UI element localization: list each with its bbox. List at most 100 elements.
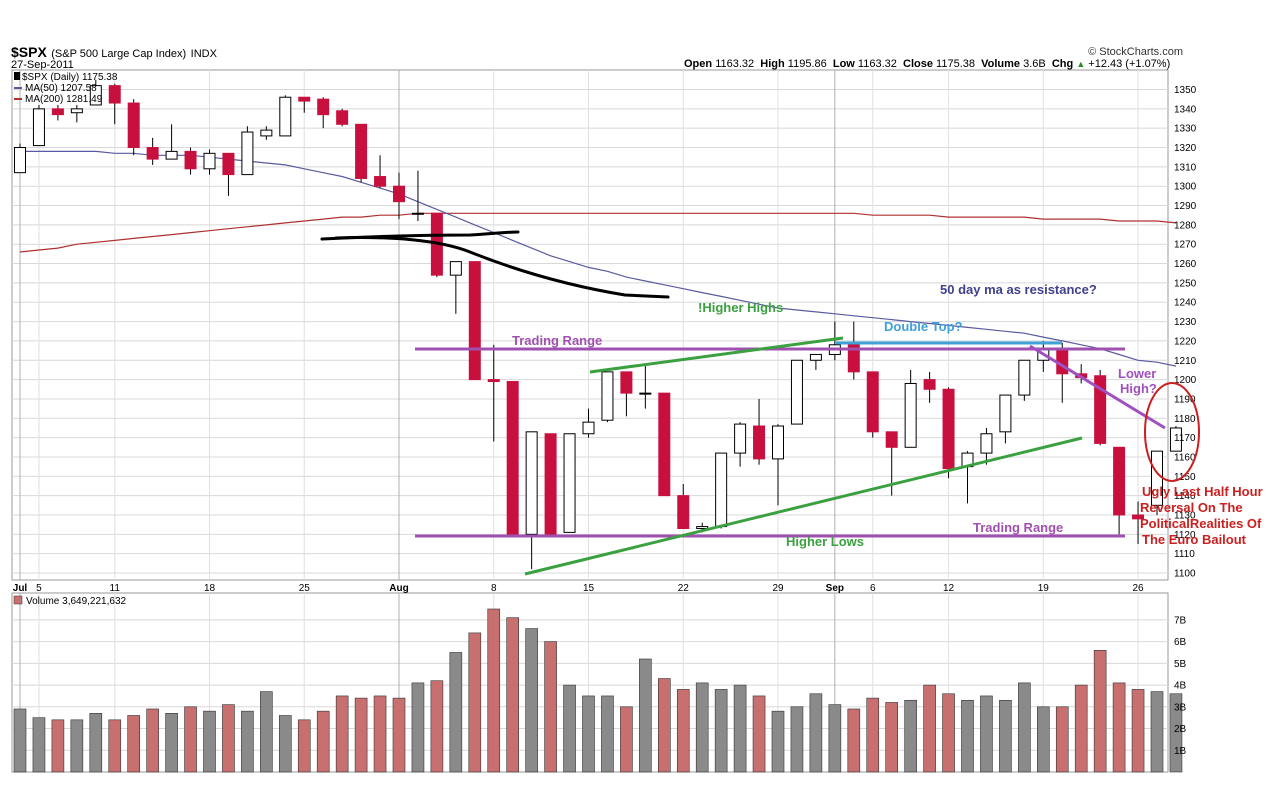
candle bbox=[506, 381, 519, 537]
candle bbox=[942, 387, 955, 479]
note-line: The Euro Bailout bbox=[1142, 532, 1247, 547]
candle-body bbox=[184, 150, 197, 170]
grid bbox=[11, 69, 1169, 773]
candle bbox=[904, 369, 917, 448]
volume-bar bbox=[657, 678, 671, 773]
candle bbox=[298, 96, 311, 113]
volume-bar bbox=[544, 641, 557, 773]
volume-bar bbox=[828, 704, 842, 773]
y-tick-label: 1200 bbox=[1174, 375, 1197, 386]
candle bbox=[108, 83, 121, 125]
candle-body bbox=[1094, 375, 1107, 444]
candle bbox=[1113, 446, 1126, 535]
close-label: Close bbox=[903, 58, 933, 70]
candle bbox=[279, 95, 292, 137]
volume-value: 3.6B bbox=[1023, 58, 1046, 70]
candle-body bbox=[658, 392, 671, 497]
candle bbox=[184, 147, 197, 175]
candle-body bbox=[809, 353, 822, 361]
candle bbox=[790, 359, 803, 425]
volume-bar bbox=[847, 708, 861, 773]
chg-up-icon: ▲ bbox=[1076, 59, 1086, 69]
candle bbox=[127, 99, 140, 156]
candle bbox=[658, 392, 671, 497]
index-name: (S&P 500 Large Cap Index) bbox=[51, 48, 187, 60]
candle bbox=[411, 170, 424, 222]
candle-body bbox=[544, 433, 557, 535]
brand-logo: © StockCharts.com bbox=[1088, 46, 1183, 58]
y-tick-label: 1150 bbox=[1174, 472, 1196, 483]
x-tick-label: 12 bbox=[943, 583, 955, 594]
volume-bar bbox=[411, 682, 425, 773]
candle-body bbox=[355, 123, 368, 179]
candle-body bbox=[904, 382, 917, 448]
open-value: 1163.32 bbox=[715, 58, 755, 70]
volume-bar bbox=[146, 708, 159, 773]
volume-bar bbox=[278, 715, 292, 773]
candle bbox=[772, 424, 784, 506]
candle bbox=[677, 484, 690, 530]
price-panel bbox=[11, 69, 1169, 581]
candle-body bbox=[487, 379, 500, 383]
volume-tick-label: 5B bbox=[1174, 659, 1187, 670]
candle-body bbox=[601, 371, 614, 421]
volume-bar bbox=[601, 695, 614, 773]
candle bbox=[525, 431, 538, 570]
y-tick-label: 1170 bbox=[1174, 433, 1196, 444]
candle bbox=[809, 353, 822, 370]
y-tick-label: 1260 bbox=[1174, 259, 1197, 270]
y-tick-label: 1240 bbox=[1174, 298, 1197, 309]
volume-bar bbox=[1037, 706, 1050, 773]
note-line: Ugly Last Half Hour bbox=[1142, 484, 1263, 499]
volume-bar bbox=[620, 706, 633, 773]
x-tick-label: 5 bbox=[36, 583, 42, 594]
volume-tick-label: 2B bbox=[1174, 724, 1187, 735]
volume-bar bbox=[1074, 684, 1088, 773]
higher-lows-line bbox=[524, 436, 1083, 576]
candle bbox=[866, 371, 879, 438]
volume-bar bbox=[373, 695, 387, 773]
volume-tick-label: 4B bbox=[1174, 681, 1187, 692]
volume-bar bbox=[999, 699, 1012, 773]
candle bbox=[923, 371, 936, 403]
volume-label: Volume bbox=[981, 58, 1021, 70]
candle-body bbox=[999, 394, 1012, 433]
higher-highs-label: !Higher Highs bbox=[698, 300, 783, 315]
candle bbox=[165, 124, 178, 160]
candle-body bbox=[506, 381, 519, 535]
volume-bar bbox=[752, 695, 766, 773]
candle-body bbox=[279, 96, 292, 137]
candle-body bbox=[980, 433, 993, 454]
candle-body bbox=[32, 108, 45, 147]
y-tick-label: 1280 bbox=[1174, 220, 1197, 231]
y-tick-label: 1300 bbox=[1174, 182, 1197, 193]
candle bbox=[393, 172, 405, 220]
exchange: INDX bbox=[190, 48, 217, 60]
trading-range-bottom-label: Trading Range bbox=[973, 520, 1063, 535]
candle-body bbox=[1132, 514, 1145, 520]
x-tick-label: 25 bbox=[299, 583, 311, 594]
y-tick-label: 1340 bbox=[1174, 104, 1197, 115]
candle bbox=[1169, 426, 1182, 452]
candle bbox=[203, 149, 216, 175]
candle-body bbox=[582, 421, 595, 435]
volume-bar bbox=[639, 658, 652, 773]
candle-body bbox=[942, 388, 955, 470]
candle bbox=[449, 261, 462, 314]
candle-body bbox=[70, 108, 83, 114]
volume-bar bbox=[1169, 693, 1183, 773]
candle-body bbox=[620, 371, 633, 394]
volume-tick-label: 6B bbox=[1174, 637, 1187, 648]
y-tick-label: 1160 bbox=[1174, 452, 1196, 463]
volume-bar bbox=[89, 713, 103, 773]
candle-body bbox=[525, 431, 538, 535]
candle bbox=[1132, 501, 1145, 544]
legend-ma50: MA(50) 1207.58 bbox=[25, 83, 97, 94]
y-tick-label: 1210 bbox=[1174, 356, 1197, 367]
candle-body bbox=[923, 379, 936, 390]
volume-tick-label: 7B bbox=[1174, 615, 1187, 626]
candle bbox=[241, 126, 254, 176]
volume-bar bbox=[904, 699, 917, 773]
x-tick-label: 6 bbox=[870, 583, 876, 594]
trading-range-top-label: Trading Range bbox=[512, 333, 602, 348]
